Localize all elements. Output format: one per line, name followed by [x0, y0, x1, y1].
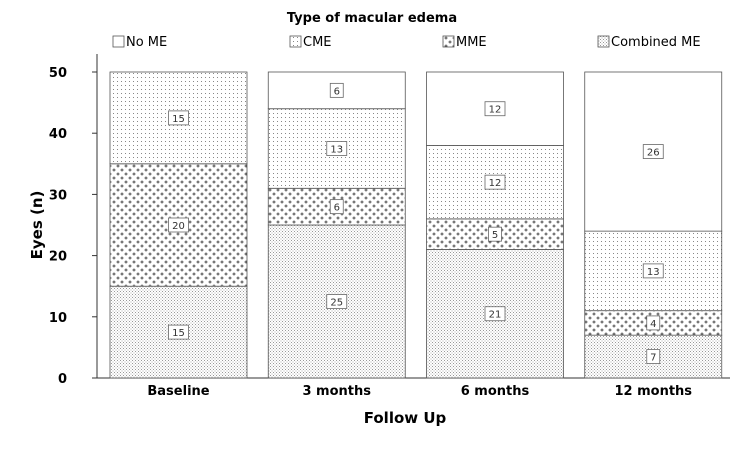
data-label: 15	[172, 114, 185, 125]
x-axis-label: Follow Up	[364, 409, 447, 427]
legend-label: No ME	[126, 35, 167, 50]
data-label: 20	[172, 221, 185, 232]
data-label-box	[326, 141, 348, 156]
y-axis-label: Eyes (n)	[28, 191, 46, 260]
bars: 15 20 15 25 6 13 6 21 5 12 12 7 4 13 26	[109, 71, 723, 379]
data-label: 15	[172, 328, 185, 339]
y-tick-label: 50	[49, 66, 67, 81]
data-label: 21	[489, 310, 502, 321]
y-tick-label: 0	[58, 372, 67, 387]
legend-title: Type of macular edema	[287, 11, 457, 26]
data-label-box	[642, 144, 664, 159]
data-label: 12	[489, 105, 502, 116]
y-tick-label: 40	[49, 127, 67, 142]
data-label-box	[646, 349, 661, 364]
x-tick-label: 12 months	[614, 384, 692, 399]
x-tick-label: 3 months	[302, 384, 371, 399]
data-label: 7	[650, 353, 656, 364]
data-label: 13	[330, 145, 343, 156]
data-label-box	[488, 226, 502, 242]
data-label-box	[484, 174, 506, 190]
legend-swatch	[112, 35, 125, 48]
legend-swatch	[442, 35, 455, 48]
data-label-box	[484, 101, 506, 117]
legend-label: Combined ME	[611, 35, 701, 50]
legend-label: CME	[303, 35, 332, 50]
data-label: 26	[647, 148, 660, 159]
y-tick-label: 10	[49, 311, 67, 326]
data-label-box	[329, 199, 344, 215]
data-label-box	[168, 217, 189, 233]
data-label: 13	[647, 267, 660, 278]
data-label: 5	[492, 230, 498, 241]
legend-swatch	[597, 35, 610, 48]
data-label-box	[329, 82, 344, 98]
data-label: 6	[334, 86, 340, 97]
x-tick-label: Baseline	[147, 384, 209, 399]
y-tick-label: 30	[49, 188, 67, 203]
data-label-box	[646, 315, 661, 331]
data-label: 25	[330, 298, 343, 309]
data-label-box	[642, 263, 664, 279]
data-label-box	[326, 294, 348, 309]
data-label-box	[484, 306, 506, 322]
legend-swatch	[289, 35, 302, 48]
data-label-box	[168, 324, 189, 340]
data-label: 4	[650, 319, 656, 330]
axes: 0 10 20 30 40 50 Baseline 3 months 6 months 12 mo…	[49, 54, 730, 399]
legend: No ME CME MME Combined ME	[112, 35, 701, 50]
y-tick-label: 20	[49, 250, 67, 265]
data-label: 6	[334, 203, 340, 214]
legend-label: MME	[456, 35, 487, 50]
x-tick-label: 6 months	[461, 384, 530, 399]
data-label-box	[168, 110, 189, 126]
data-label: 12	[489, 178, 502, 189]
